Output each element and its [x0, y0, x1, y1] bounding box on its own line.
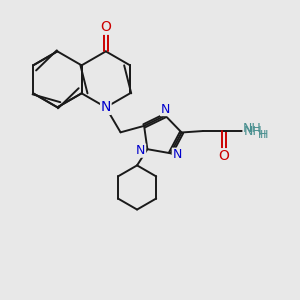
Text: N: N — [160, 103, 170, 116]
Text: N: N — [172, 148, 182, 161]
Text: H: H — [258, 130, 266, 140]
Text: NH: NH — [243, 122, 262, 135]
Text: H: H — [260, 130, 269, 140]
Text: NH: NH — [244, 124, 262, 137]
Text: N: N — [136, 144, 146, 157]
Text: O: O — [100, 20, 111, 34]
Text: N: N — [100, 100, 111, 114]
Text: O: O — [219, 149, 230, 163]
